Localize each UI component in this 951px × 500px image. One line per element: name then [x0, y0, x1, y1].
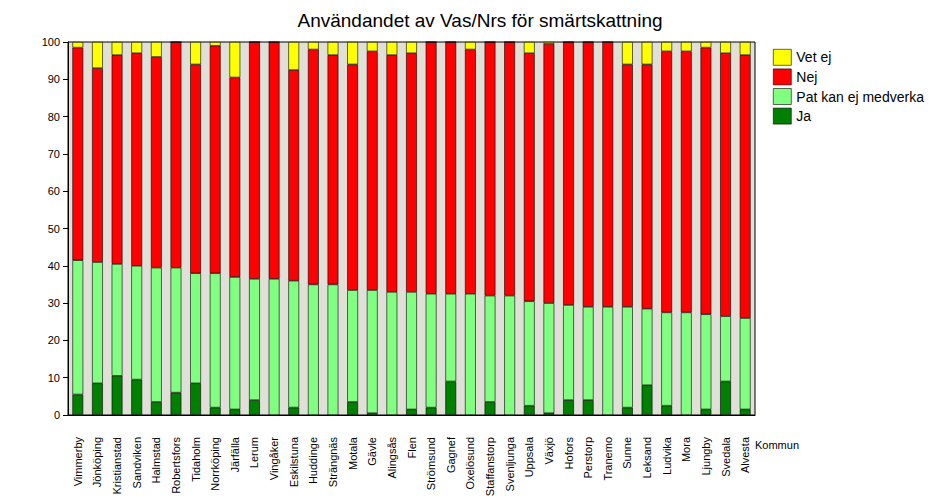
svg-text:Motala: Motala — [347, 436, 359, 470]
svg-text:Halmstad: Halmstad — [150, 437, 162, 483]
svg-text:Användandet av Vas/Nrs för smä: Användandet av Vas/Nrs för smärtskattnin… — [297, 10, 662, 31]
svg-text:Perstorp: Perstorp — [582, 437, 594, 479]
svg-text:Alvesta: Alvesta — [739, 436, 751, 473]
svg-text:Huddinge: Huddinge — [307, 437, 319, 484]
svg-text:60: 60 — [48, 185, 60, 197]
svg-text:Lerum: Lerum — [248, 437, 260, 468]
svg-text:Gagnef: Gagnef — [445, 436, 457, 473]
svg-text:Tidaholm: Tidaholm — [190, 437, 202, 482]
svg-text:Pat kan ej medverka: Pat kan ej medverka — [796, 89, 924, 105]
svg-text:Nej: Nej — [796, 69, 817, 85]
svg-text:Ljungby: Ljungby — [700, 437, 712, 476]
svg-text:Staffanstorp: Staffanstorp — [484, 437, 496, 496]
svg-text:Jönköping: Jönköping — [91, 437, 103, 487]
svg-text:Kristianstad: Kristianstad — [111, 437, 123, 494]
svg-text:100: 100 — [42, 36, 60, 48]
svg-text:Strängnäs: Strängnäs — [327, 437, 339, 488]
svg-text:Sunne: Sunne — [621, 437, 633, 469]
svg-text:Leksand: Leksand — [641, 437, 653, 479]
svg-text:Ja: Ja — [796, 108, 811, 124]
svg-text:90: 90 — [48, 73, 60, 85]
svg-text:30: 30 — [48, 297, 60, 309]
svg-text:Ludvika: Ludvika — [661, 436, 673, 475]
svg-text:Eskilstuna: Eskilstuna — [288, 436, 300, 487]
svg-text:Järfälla: Järfälla — [229, 436, 241, 472]
svg-text:Norrköping: Norrköping — [209, 437, 221, 491]
svg-text:Växjö: Växjö — [543, 437, 555, 465]
svg-text:Vet ej: Vet ej — [796, 49, 831, 65]
svg-text:10: 10 — [48, 372, 60, 384]
svg-text:Svenljunga: Svenljunga — [504, 436, 516, 491]
svg-text:0: 0 — [54, 409, 60, 421]
svg-text:Tranemo: Tranemo — [602, 437, 614, 481]
svg-text:Vimmerby: Vimmerby — [72, 437, 84, 487]
svg-text:20: 20 — [48, 334, 60, 346]
svg-text:Vingåker: Vingåker — [268, 437, 280, 481]
svg-text:50: 50 — [48, 223, 60, 235]
svg-text:Robertsfors: Robertsfors — [170, 437, 182, 494]
svg-text:Svedala: Svedala — [720, 436, 732, 477]
svg-text:Alingsås: Alingsås — [386, 437, 398, 479]
svg-text:Hofors: Hofors — [563, 437, 575, 470]
svg-text:Sandviken: Sandviken — [131, 437, 143, 488]
svg-text:Mora: Mora — [680, 436, 692, 462]
svg-text:70: 70 — [48, 148, 60, 160]
svg-text:Flen: Flen — [406, 437, 418, 458]
svg-text:Strömsund: Strömsund — [425, 437, 437, 490]
svg-text:40: 40 — [48, 260, 60, 272]
svg-text:Gävle: Gävle — [366, 437, 378, 466]
svg-text:Oxelösund: Oxelösund — [464, 437, 476, 490]
svg-text:Kommun: Kommun — [755, 439, 799, 451]
svg-text:Uppsala: Uppsala — [523, 436, 535, 477]
svg-text:80: 80 — [48, 111, 60, 123]
